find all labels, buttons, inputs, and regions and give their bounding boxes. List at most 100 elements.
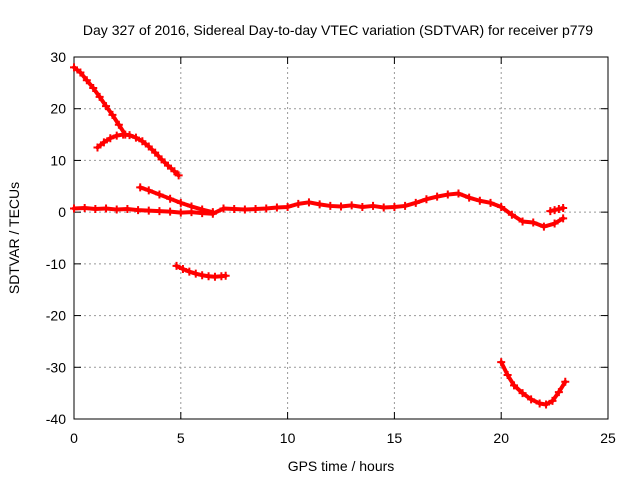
data-point (542, 400, 551, 409)
data-point (102, 204, 111, 213)
data-point (144, 206, 153, 215)
data-point (112, 205, 121, 214)
data-point (559, 214, 568, 223)
data-point (93, 143, 102, 152)
data-point (518, 389, 527, 398)
data-point (99, 138, 108, 147)
data-point (454, 189, 463, 198)
data-point (157, 155, 166, 164)
x-tick-label: 10 (280, 430, 296, 446)
data-point (172, 261, 181, 270)
data-point (548, 396, 557, 405)
data-point (125, 131, 134, 140)
data-point (304, 198, 313, 207)
y-tick-label: 0 (58, 204, 66, 220)
data-point (151, 148, 160, 157)
data-point (283, 202, 292, 211)
data-point (535, 399, 544, 408)
data-point (176, 198, 185, 207)
y-tick-label: 20 (50, 101, 66, 117)
data-point (529, 218, 538, 227)
data-point (475, 196, 484, 205)
x-tick-label: 25 (600, 430, 616, 446)
y-tick-label: 30 (50, 49, 66, 65)
data-point (70, 204, 78, 213)
data-point (176, 208, 185, 217)
series-arc-decreasing-from-28 (70, 63, 130, 139)
data-point (89, 84, 98, 93)
data-point (546, 207, 555, 216)
data-point (369, 201, 378, 210)
data-point (503, 371, 512, 380)
data-point (112, 131, 121, 140)
data-point (379, 203, 388, 212)
y-tick-label: -20 (46, 308, 66, 324)
y-tick-label: -10 (46, 256, 66, 272)
data-point (315, 200, 324, 209)
data-point (95, 92, 104, 101)
data-point (518, 217, 527, 226)
data-point (240, 205, 249, 214)
data-point (219, 204, 228, 213)
y-tick-label: -40 (46, 411, 66, 427)
data-point (76, 68, 85, 77)
x-tick-label: 5 (177, 430, 185, 446)
series-main-band (70, 189, 568, 231)
data-point (401, 201, 410, 210)
axis-ticks (73, 56, 609, 420)
y-tick-labels: -40 -30 -20 -10 0 10 20 30 (46, 49, 66, 427)
data-point (433, 192, 442, 201)
data-point (106, 134, 115, 143)
grid (74, 57, 608, 419)
series-line (499, 360, 568, 407)
x-tick-label: 20 (493, 430, 509, 446)
data-point (411, 198, 420, 207)
data-point (486, 198, 495, 207)
data-point (358, 202, 367, 211)
data-point (443, 190, 452, 199)
plot-frame (73, 56, 609, 420)
data-point (138, 137, 147, 146)
data-series (70, 63, 570, 409)
data-point (187, 208, 196, 217)
data-point (221, 271, 230, 280)
data-point (136, 183, 145, 192)
x-axis-title: GPS time / hours (288, 458, 395, 474)
data-point (550, 206, 559, 215)
x-tick-label: 15 (387, 430, 403, 446)
data-point (510, 381, 519, 390)
data-point (262, 204, 271, 213)
data-point (102, 102, 111, 111)
y-tick-label: 10 (50, 152, 66, 168)
series-tail-upper (546, 204, 568, 216)
data-point (422, 195, 431, 204)
data-point (80, 204, 89, 213)
chart-title: Day 327 of 2016, Sidereal Day-to-day VTE… (83, 22, 593, 38)
data-point (166, 194, 175, 203)
data-point (527, 395, 536, 404)
data-point (123, 205, 132, 214)
data-point (174, 171, 183, 180)
data-point (272, 203, 281, 212)
data-point (108, 110, 117, 119)
data-point (539, 222, 548, 231)
data-point (554, 205, 563, 214)
data-point (114, 120, 123, 129)
data-point (326, 201, 335, 210)
data-point (550, 219, 559, 228)
data-point (465, 193, 474, 202)
data-point (91, 205, 100, 214)
data-point (497, 358, 506, 367)
data-point (144, 186, 153, 195)
y-axis-title: SDTVAR / TECUs (6, 182, 22, 294)
data-point (144, 142, 153, 151)
data-point (507, 210, 516, 219)
data-point (178, 265, 187, 274)
data-point (561, 377, 570, 386)
data-point (294, 199, 303, 208)
data-point (166, 207, 175, 216)
data-point (251, 205, 260, 214)
data-point (554, 388, 563, 397)
data-point (155, 207, 164, 216)
data-point (198, 209, 207, 218)
